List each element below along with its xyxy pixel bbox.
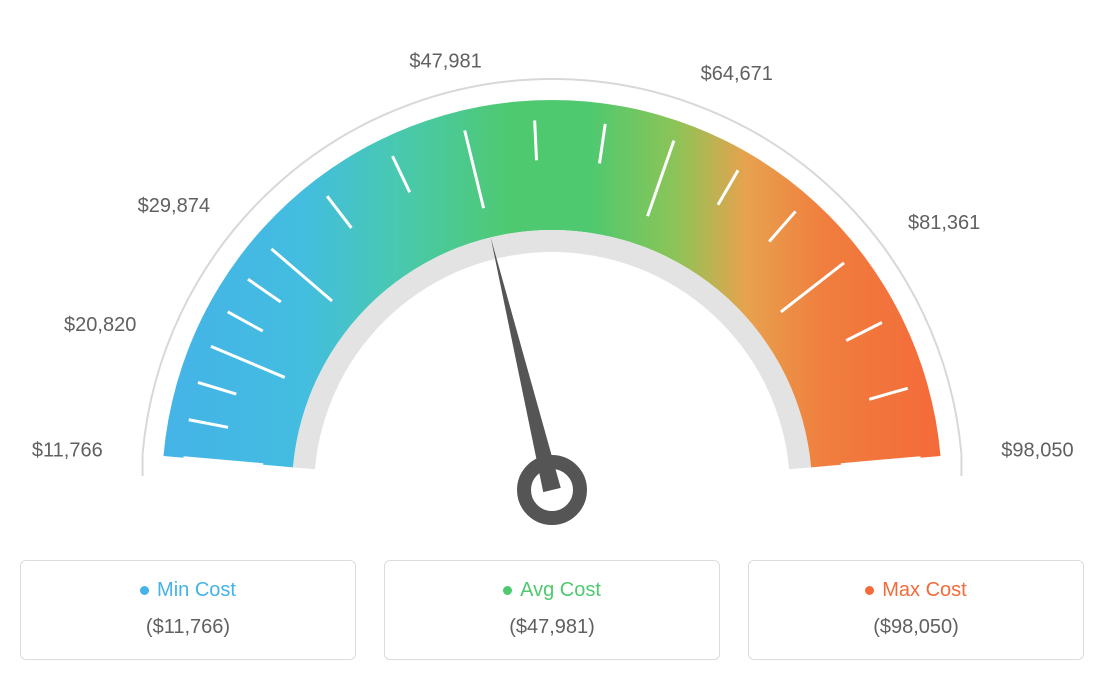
- gauge-tick-label: $20,820: [64, 314, 136, 336]
- gauge-tick-label: $64,671: [701, 63, 773, 85]
- legend-min-dot-icon: [140, 586, 149, 595]
- gauge-tick-label: $81,361: [908, 212, 980, 234]
- legend-min-label: Min Cost: [157, 579, 236, 602]
- legend-min-title: Min Cost: [140, 579, 236, 602]
- legend-avg-card: Avg Cost ($47,981): [384, 560, 720, 660]
- gauge-needle: [491, 237, 561, 492]
- legend-avg-value: ($47,981): [397, 616, 707, 639]
- legend-max-value: ($98,050): [761, 616, 1071, 639]
- gauge-tick-label: $98,050: [1001, 440, 1073, 462]
- gauge-minor-tick: [535, 120, 537, 160]
- gauge-tick-label: $47,981: [409, 51, 481, 73]
- gauge-color-arc: [163, 100, 940, 467]
- legend-min-card: Min Cost ($11,766): [20, 560, 356, 660]
- gauge-svg: $11,766 $20,820 $29,874 $47,981 $64,671 $81,3…: [20, 20, 1084, 540]
- legend-max-title: Max Cost: [865, 579, 966, 602]
- gauge-tick-label: $11,766: [32, 440, 103, 462]
- legend-max-label: Max Cost: [882, 579, 966, 602]
- legend-max-dot-icon: [865, 586, 874, 595]
- legend-avg-dot-icon: [503, 586, 512, 595]
- legend-max-card: Max Cost ($98,050): [748, 560, 1084, 660]
- gauge-chart: $11,766 $20,820 $29,874 $47,981 $64,671 $81,3…: [20, 20, 1084, 540]
- legend-min-value: ($11,766): [33, 616, 343, 639]
- legend-avg-label: Avg Cost: [520, 579, 601, 602]
- legend-avg-title: Avg Cost: [503, 579, 601, 602]
- gauge-tick-label: $29,874: [138, 195, 210, 217]
- legend-row: Min Cost ($11,766) Avg Cost ($47,981) Ma…: [20, 560, 1084, 660]
